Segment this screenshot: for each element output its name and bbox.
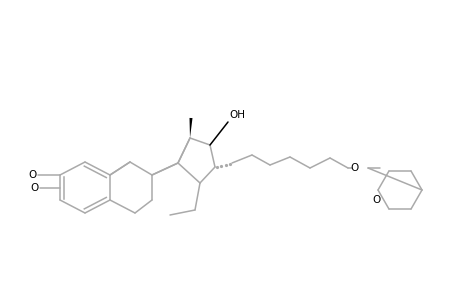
Text: O: O <box>28 170 37 180</box>
Text: O: O <box>350 163 358 173</box>
Text: OH: OH <box>229 110 245 120</box>
Polygon shape <box>189 118 192 138</box>
Text: O: O <box>31 183 39 193</box>
Text: O: O <box>372 195 381 205</box>
